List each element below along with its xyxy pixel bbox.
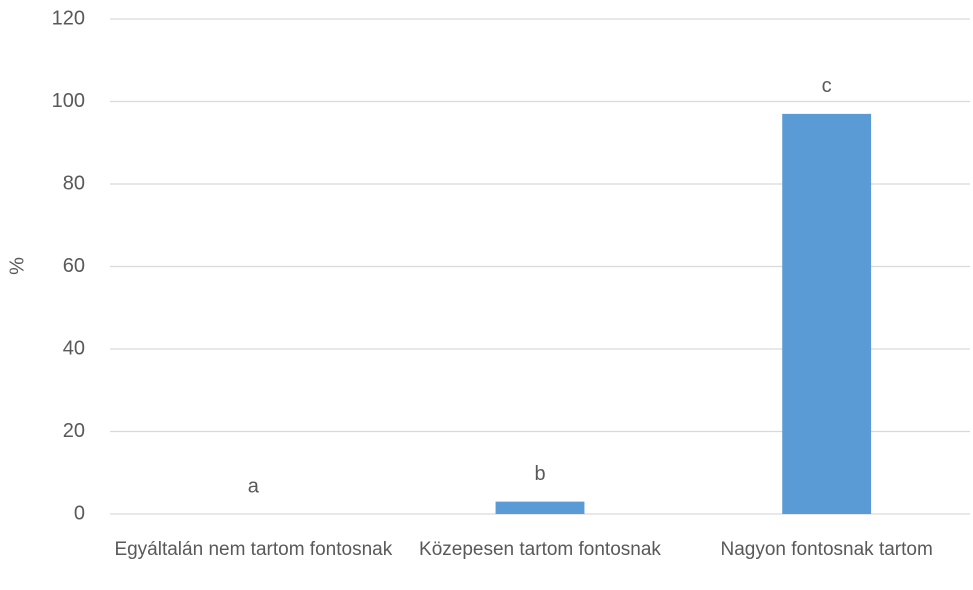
y-tick-label: 40: [63, 337, 85, 359]
x-tick-label: Egyáltalán nem tartom fontosnak: [114, 539, 393, 560]
y-tick-label: 20: [63, 420, 85, 442]
x-tick-label: Közepesen tartom fontosnak: [419, 539, 661, 560]
x-tick-label: Nagyon fontosnak tartom: [720, 539, 933, 560]
annotation: b: [534, 463, 545, 485]
y-tick-label: 60: [63, 255, 85, 277]
annotation: c: [822, 75, 832, 97]
y-axis-label: %: [6, 257, 28, 275]
bar: [782, 113, 872, 514]
y-tick-label: 0: [74, 502, 85, 524]
y-tick-label: 120: [52, 7, 85, 29]
annotation: a: [248, 475, 260, 497]
y-tick-label: 80: [63, 172, 85, 194]
y-tick-label: 100: [52, 90, 85, 112]
bar: [495, 501, 585, 514]
